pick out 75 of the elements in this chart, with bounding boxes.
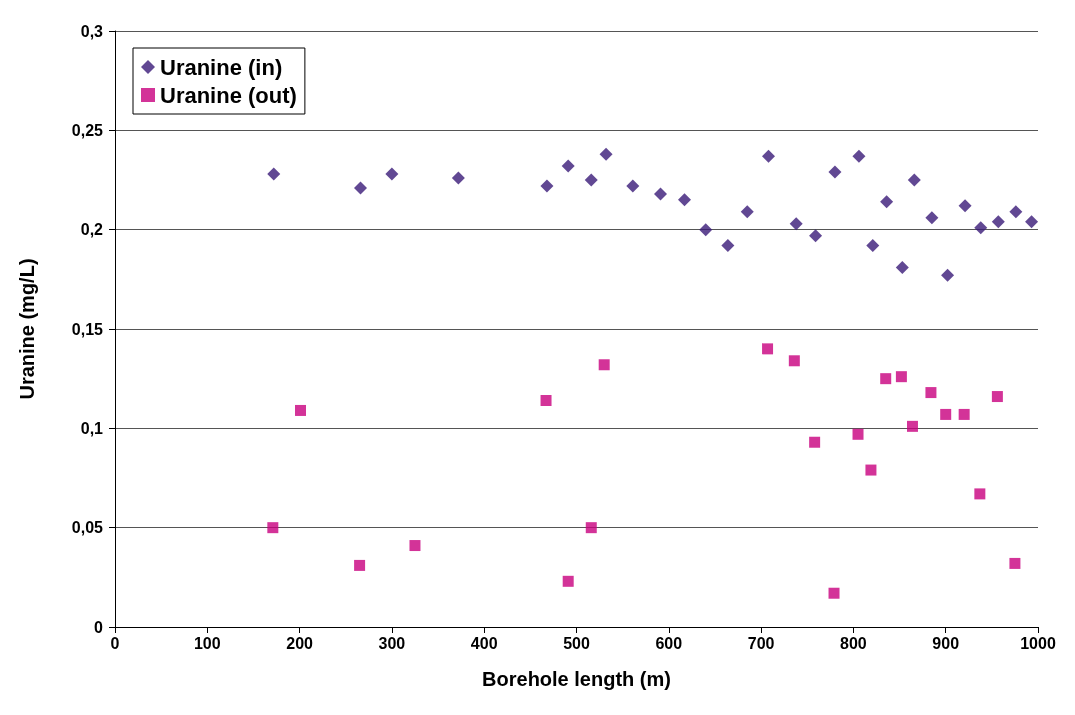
point (974, 221, 988, 235)
y-tick-label: 0,2 (80, 221, 104, 239)
x-tick-label: 800 (840, 634, 867, 652)
point (585, 522, 597, 534)
point (789, 217, 803, 231)
point (941, 268, 955, 282)
point (925, 211, 939, 225)
point (540, 395, 552, 407)
x-tick-label: 700 (747, 634, 775, 652)
x-tick-label: 900 (932, 634, 960, 652)
y-tick-label: 0,25 (71, 121, 104, 139)
point (584, 173, 598, 187)
point (267, 167, 281, 181)
x-tick-label: 300 (378, 634, 406, 652)
y-tick-label: 0,1 (80, 419, 104, 437)
point (1025, 215, 1039, 229)
point (880, 373, 892, 385)
legend-label: Uranine (out) (160, 82, 297, 108)
x-tick-label: 200 (286, 634, 314, 652)
point (852, 149, 866, 163)
point (958, 199, 972, 213)
point (626, 179, 640, 193)
x-tick-label: 1000 (1020, 634, 1056, 652)
point (761, 149, 775, 163)
point (809, 229, 823, 243)
point (740, 205, 754, 219)
y-axis-title: Uranine (mg/L) (16, 258, 38, 400)
y-tick-label: 0,3 (80, 22, 104, 40)
point (974, 488, 986, 500)
x-tick-label: 500 (563, 634, 590, 652)
point (895, 371, 907, 383)
y-tick-label: 0,05 (71, 519, 104, 537)
point (385, 167, 399, 181)
point (906, 420, 918, 432)
point (852, 428, 864, 440)
point (295, 404, 307, 416)
point (267, 522, 279, 534)
x-axis-title: Borehole length (m) (482, 668, 671, 690)
point (809, 436, 821, 448)
point (562, 575, 574, 587)
point (788, 355, 800, 367)
x-tick-label: 400 (470, 634, 498, 652)
point (677, 193, 691, 207)
point (940, 408, 952, 420)
point (958, 408, 970, 420)
point (409, 540, 421, 552)
point (828, 587, 840, 599)
point (828, 165, 842, 179)
point (907, 173, 921, 187)
x-tick-label: 100 (193, 634, 221, 652)
y-tick-label: 0 (94, 618, 104, 636)
point (991, 391, 1003, 403)
point (721, 239, 735, 253)
legend-label: Uranine (in) (160, 54, 283, 80)
point (991, 215, 1005, 229)
y-tick-label: 0,15 (71, 320, 104, 338)
point (925, 387, 937, 399)
point (599, 147, 613, 161)
point (561, 159, 575, 173)
point (354, 181, 368, 195)
x-tick-label: 0 (110, 634, 120, 652)
point (762, 343, 774, 355)
point (1009, 557, 1021, 569)
point (354, 559, 366, 571)
point (653, 187, 667, 201)
point (540, 179, 554, 193)
point (699, 223, 713, 237)
point (866, 239, 880, 253)
point (598, 359, 610, 371)
point (865, 464, 877, 476)
point (895, 260, 909, 274)
point (451, 171, 465, 185)
x-tick-label: 600 (655, 634, 683, 652)
point (1009, 205, 1023, 219)
point (880, 195, 894, 209)
